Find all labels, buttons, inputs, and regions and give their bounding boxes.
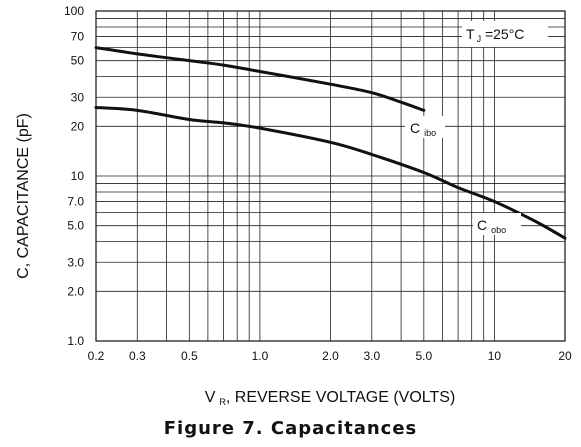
y-tick-label: 1.0 xyxy=(67,334,84,348)
x-tick-label: 2.0 xyxy=(322,349,339,363)
figure-title: Figure 7. Capacitances xyxy=(163,418,418,439)
y-tick-label: 70 xyxy=(71,30,85,44)
cobo-label-bg xyxy=(473,213,521,235)
x-tick-label: 3.0 xyxy=(363,349,380,363)
y-tick-label: 100 xyxy=(64,4,84,18)
y-tick-label: 5.0 xyxy=(67,219,84,233)
y-tick-label: 3.0 xyxy=(67,255,84,269)
x-axis-title: V R, REVERSE VOLTAGE (VOLTS) xyxy=(205,389,456,407)
y-tick-labels: 1.0 2.0 3.0 5.0 7.0 10 20 30 50 70 100 xyxy=(64,4,84,348)
x-tick-label: 10 xyxy=(488,349,502,363)
x-tick-label: 20 xyxy=(558,349,572,363)
grid-lines xyxy=(95,10,566,342)
cobo-curve xyxy=(94,106,567,240)
y-tick-label: 30 xyxy=(71,90,85,104)
y-tick-label: 10 xyxy=(71,169,85,183)
x-tick-label: 0.5 xyxy=(181,349,198,363)
x-tick-label: 1.0 xyxy=(252,349,269,363)
x-tick-label: 0.3 xyxy=(129,349,146,363)
annotation-box xyxy=(462,21,548,47)
y-tick-label: 7.0 xyxy=(67,195,84,209)
y-tick-label: 2.0 xyxy=(67,284,84,298)
plot-frame xyxy=(95,10,566,342)
x-tick-label: 0.2 xyxy=(88,349,105,363)
cibo-label-bg xyxy=(405,116,445,138)
y-tick-label: 50 xyxy=(71,54,85,68)
curves xyxy=(94,46,567,240)
y-tick-label: 20 xyxy=(71,119,85,133)
x-tick-labels: 0.2 0.3 0.5 1.0 2.0 3.0 5.0 10 20 xyxy=(88,349,572,363)
x-tick-label: 5.0 xyxy=(415,349,432,363)
y-axis-title: C, CAPACITANCE (pF) xyxy=(15,113,32,279)
cibo-curve xyxy=(94,46,426,112)
